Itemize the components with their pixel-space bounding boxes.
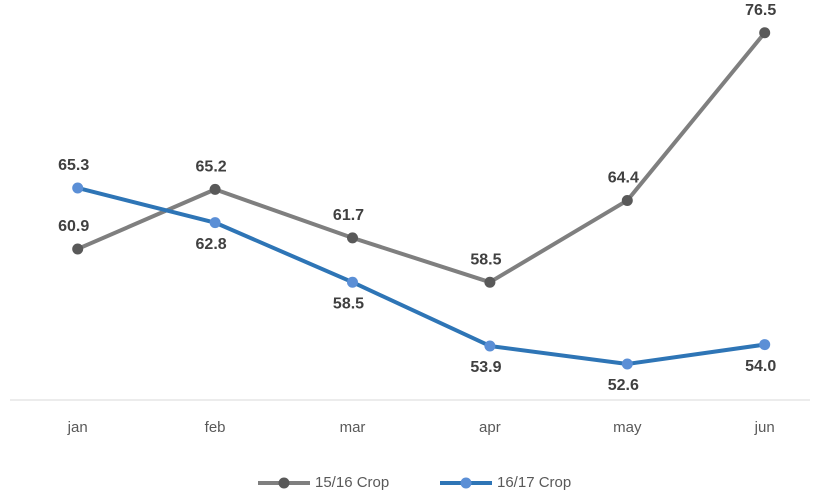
data-label: 58.5 (333, 295, 364, 312)
data-label: 64.4 (608, 170, 639, 187)
data-point (621, 194, 633, 206)
x-tick-label: jun (754, 419, 775, 436)
legend-marker (278, 477, 290, 489)
data-label: 65.2 (196, 159, 227, 176)
data-point (759, 339, 771, 351)
legend-marker (460, 477, 472, 489)
data-point (209, 183, 221, 195)
data-label: 76.5 (745, 2, 776, 19)
data-label: 52.6 (608, 377, 639, 394)
data-label: 61.7 (333, 207, 364, 224)
data-label: 54.0 (745, 358, 776, 375)
x-tick-label: may (613, 419, 642, 436)
legend-label: 16/17 Crop (497, 474, 571, 491)
series-line (76, 31, 767, 285)
x-tick-label: apr (479, 419, 501, 436)
data-point (209, 217, 221, 229)
data-label: 62.8 (196, 236, 227, 253)
data-point (759, 27, 771, 39)
data-label: 58.5 (470, 251, 501, 268)
legend-label: 15/16 Crop (315, 474, 389, 491)
data-point (72, 182, 84, 194)
x-tick-label: jan (67, 419, 88, 436)
data-label: 65.3 (58, 157, 89, 174)
series-line (77, 186, 765, 366)
data-point (347, 276, 358, 288)
data-point (72, 243, 84, 255)
data-point (347, 232, 358, 244)
x-tick-label: feb (205, 419, 226, 436)
x-tick-label: mar (340, 419, 366, 436)
data-point (621, 358, 633, 370)
data-label: 53.9 (470, 359, 501, 376)
data-point (484, 276, 496, 288)
data-label: 60.9 (58, 218, 89, 235)
data-point (484, 340, 496, 352)
